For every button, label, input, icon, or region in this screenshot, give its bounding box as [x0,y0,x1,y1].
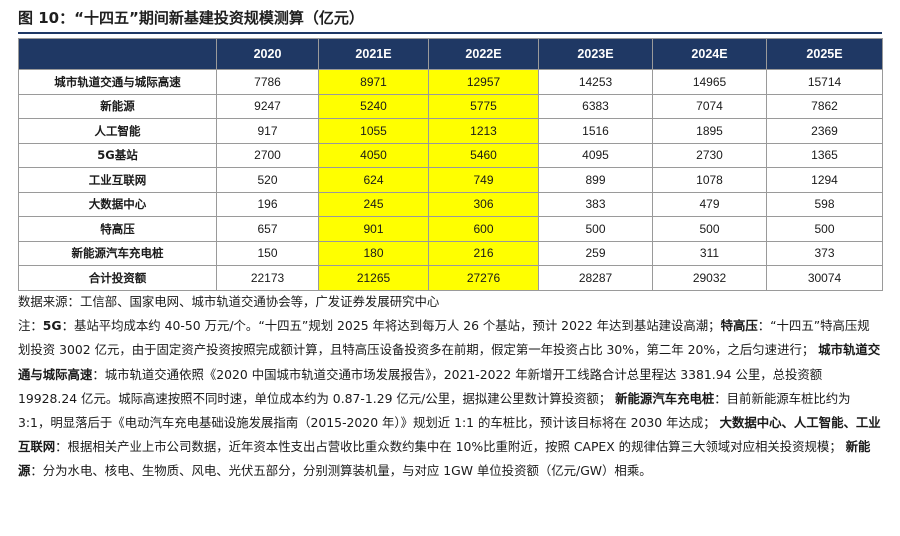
value-cell: 600 [428,216,539,242]
value-cell: 14965 [652,69,767,95]
row-label: 大数据中心 [18,191,217,217]
value-cell: 22173 [216,265,319,291]
note-keyword: 5G [42,318,62,334]
value-cell: 2730 [652,142,767,168]
figure-title: 图 10：“十四五”期间新基建投资规模测算（亿元） [18,6,882,34]
value-cell: 4095 [538,142,653,168]
value-cell: 21265 [318,265,429,291]
value-cell: 5775 [428,93,539,119]
note-text: ：目前新能源车桩比约为 3:1，明显落后于《电动汽车充电基础设施发展指南（201… [18,390,851,431]
value-cell: 7862 [766,93,883,119]
table-row: 人工智能 917 1055 1213 1516 1895 2369 [18,118,883,144]
value-cell: 180 [318,240,429,266]
value-cell: 383 [538,191,653,217]
header-cell: 2020 [216,38,319,70]
value-cell: 520 [216,167,319,193]
value-cell: 624 [318,167,429,193]
header-cell [18,38,217,70]
value-cell: 1213 [428,118,539,144]
row-label: 5G基站 [18,142,217,168]
value-cell: 373 [766,240,883,266]
value-cell: 259 [538,240,653,266]
table-row: 工业互联网 520 624 749 899 1078 1294 [18,167,883,193]
table-row: 特高压 657 901 600 500 500 500 [18,216,883,242]
value-cell: 500 [652,216,767,242]
value-cell: 245 [318,191,429,217]
value-cell: 15714 [766,69,883,95]
value-cell: 216 [428,240,539,266]
row-label: 城市轨道交通与城际高速 [18,69,217,95]
value-cell: 306 [428,191,539,217]
value-cell: 311 [652,240,767,266]
value-cell: 27276 [428,265,539,291]
value-cell: 150 [216,240,319,266]
footnote-block: 数据来源：工信部、国家电网、城市轨道交通协会等，广发证券发展研究中心 注：5G：… [18,290,882,484]
table-row: 大数据中心 196 245 306 383 479 598 [18,191,883,217]
data-source: 数据来源：工信部、国家电网、城市轨道交通协会等，广发证券发展研究中心 [18,294,440,309]
value-cell: 14253 [538,69,653,95]
note-text: ：分为水电、核电、生物质、风电、光伏五部分，分别测算装机量，与对应 1GW 单位… [30,463,652,479]
value-cell: 2700 [216,142,319,168]
value-cell: 899 [538,167,653,193]
row-label: 合计投资额 [18,265,217,291]
table-row: 新能源 9247 5240 5775 6383 7074 7862 [18,93,883,119]
value-cell: 1055 [318,118,429,144]
row-label: 工业互联网 [18,167,217,193]
methodology-note: 注：5G：基站平均成本约 40-50 万元/个。“十四五”规划 2025 年将达… [18,314,882,483]
value-cell: 657 [216,216,319,242]
note-keyword: 新能源汽车充电桩 [615,390,715,406]
value-cell: 1078 [652,167,767,193]
value-cell: 901 [318,216,429,242]
value-cell: 749 [428,167,539,193]
header-cell: 2022E [428,38,539,70]
value-cell: 1516 [538,118,653,144]
table-header-row: 2020 2021E 2022E 2023E 2024E 2025E [18,38,883,70]
value-cell: 917 [216,118,319,144]
note-text: ：城市轨道交通依照《2020 中国城市轨道交通市场发展报告》，2021-2022… [18,366,823,406]
value-cell: 5460 [428,142,539,168]
note-keyword: 大数据中心、人工智能、工业互联网 [18,415,881,455]
value-cell: 5240 [318,93,429,119]
value-cell: 479 [652,191,767,217]
table-row: 城市轨道交通与城际高速 7786 8971 12957 14253 14965 15714 [18,69,883,95]
header-cell: 2023E [538,38,653,70]
note-keyword: 特高压 [720,318,758,334]
investment-table: 2020 2021E 2022E 2023E 2024E 2025E 城市轨道交… [18,38,883,291]
value-cell: 1365 [766,142,883,168]
value-cell: 4050 [318,142,429,168]
header-cell: 2024E [652,38,767,70]
row-label: 新能源 [18,93,217,119]
header-cell: 2021E [318,38,429,70]
value-cell: 29032 [652,265,767,291]
row-label: 人工智能 [18,118,217,144]
note-text: ：基站平均成本约 40-50 万元/个。“十四五”规划 2025 年将达到每万人… [61,318,721,334]
value-cell: 28287 [538,265,653,291]
value-cell: 196 [216,191,319,217]
header-cell: 2025E [766,38,883,70]
value-cell: 500 [766,216,883,242]
value-cell: 1294 [766,167,883,193]
table-row: 5G基站 2700 4050 5460 4095 2730 1365 [18,142,883,168]
note-keyword: 城市轨道交通与城际高速 [18,342,881,382]
note-text: ：根据相关产业上市公司数据，近年资本性支出占营收比重众数约集中在 10%比重附近… [55,439,846,455]
note-keyword: 新能源 [18,439,871,479]
value-cell: 30074 [766,265,883,291]
value-cell: 7786 [216,69,319,95]
value-cell: 9247 [216,93,319,119]
value-cell: 6383 [538,93,653,119]
table-row: 新能源汽车充电桩 150 180 216 259 311 373 [18,240,883,266]
row-label: 特高压 [18,216,217,242]
value-cell: 2369 [766,118,883,144]
value-cell: 1895 [652,118,767,144]
table-row: 合计投资额 22173 21265 27276 28287 29032 30074 [18,265,883,291]
value-cell: 7074 [652,93,767,119]
value-cell: 500 [538,216,653,242]
note-text: ：“十四五”特高压规划投资 3002 亿元，由于固定资产投资按照完成额计算，且特… [18,318,870,358]
value-cell: 12957 [428,69,539,95]
value-cell: 598 [766,191,883,217]
value-cell: 8971 [318,69,429,95]
row-label: 新能源汽车充电桩 [18,240,217,266]
note-text: 注： [18,318,43,334]
